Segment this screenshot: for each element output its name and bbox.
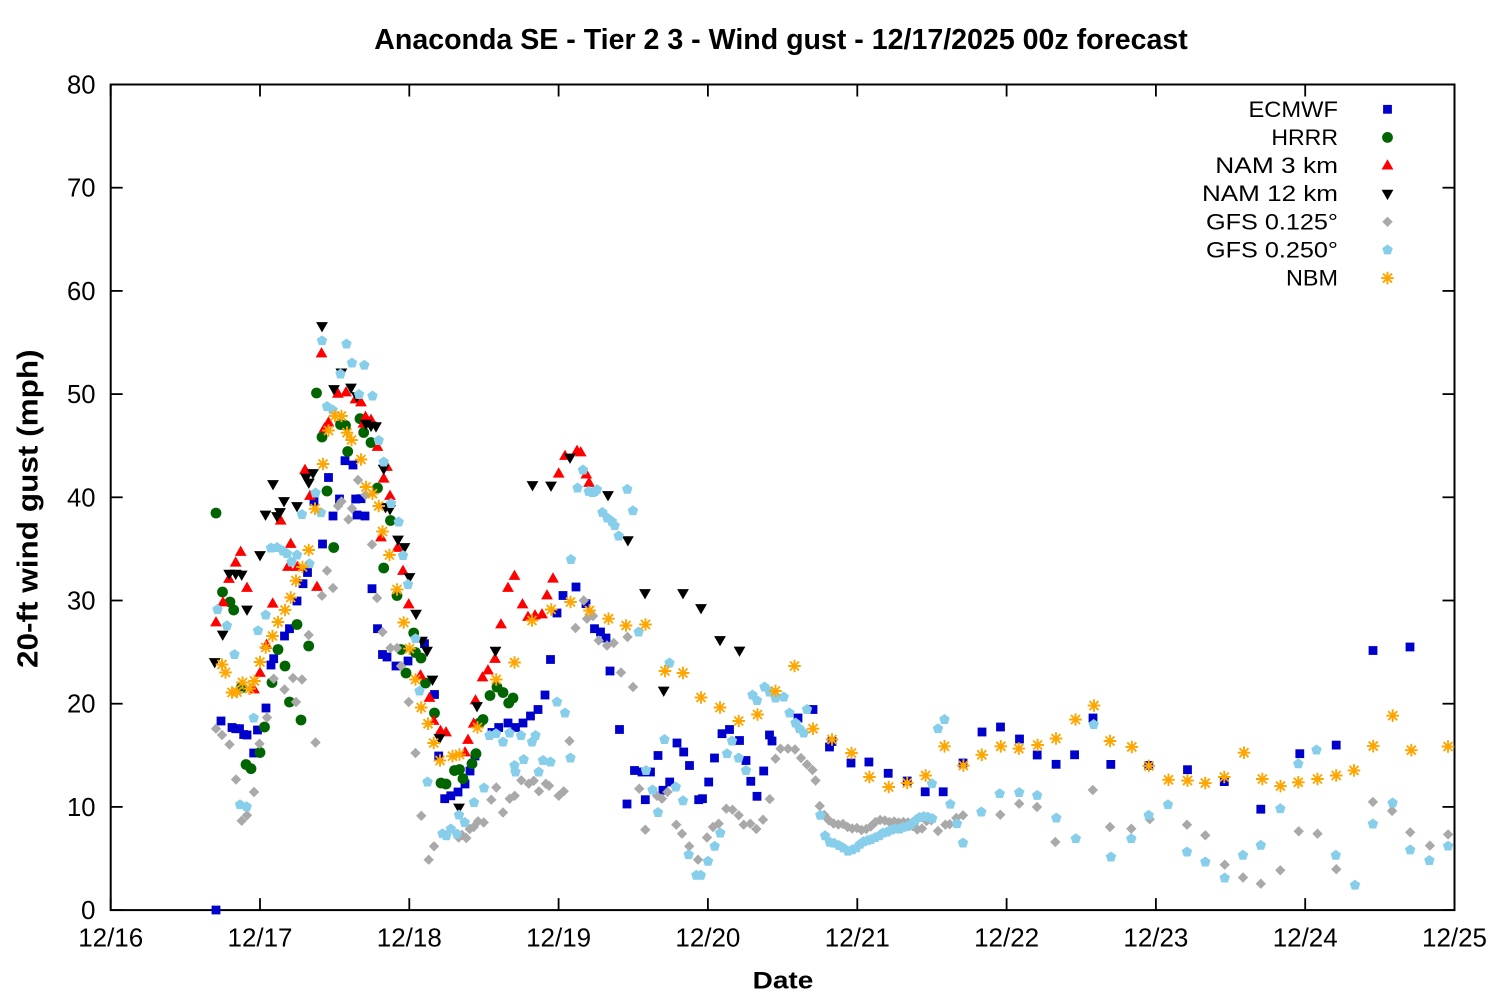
svg-text:GFS 0.250°: GFS 0.250° [1206, 237, 1338, 262]
svg-text:50: 50 [67, 379, 96, 409]
svg-text:Anaconda SE - Tier 2 3 - Wind: Anaconda SE - Tier 2 3 - Wind gust - 12/… [374, 24, 1188, 56]
svg-text:70: 70 [67, 173, 96, 203]
svg-text:NAM 3 km: NAM 3 km [1215, 153, 1338, 178]
svg-text:0: 0 [81, 895, 95, 925]
svg-text:20: 20 [67, 689, 96, 719]
svg-text:12/21: 12/21 [825, 923, 890, 953]
svg-text:20-ft wind gust (mph): 20-ft wind gust (mph) [13, 349, 45, 668]
svg-text:12/19: 12/19 [526, 923, 591, 953]
svg-text:Date: Date [753, 967, 814, 994]
svg-text:12/18: 12/18 [377, 923, 442, 953]
svg-text:12/17: 12/17 [228, 923, 293, 953]
svg-text:GFS 0.125°: GFS 0.125° [1206, 209, 1338, 234]
svg-text:ECMWF: ECMWF [1249, 97, 1339, 122]
svg-text:12/22: 12/22 [974, 923, 1039, 953]
svg-text:60: 60 [67, 276, 96, 306]
svg-text:12/23: 12/23 [1123, 923, 1188, 953]
svg-text:40: 40 [67, 482, 96, 512]
svg-text:12/25: 12/25 [1422, 923, 1487, 953]
svg-text:80: 80 [67, 70, 96, 100]
svg-text:12/16: 12/16 [78, 923, 143, 953]
svg-text:NAM 12 km: NAM 12 km [1202, 181, 1338, 206]
svg-text:30: 30 [67, 586, 96, 616]
svg-text:NBM: NBM [1286, 266, 1338, 291]
svg-text:10: 10 [67, 792, 96, 822]
svg-text:12/20: 12/20 [675, 923, 740, 953]
svg-text:12/24: 12/24 [1273, 923, 1338, 953]
svg-text:HRRR: HRRR [1271, 125, 1338, 150]
